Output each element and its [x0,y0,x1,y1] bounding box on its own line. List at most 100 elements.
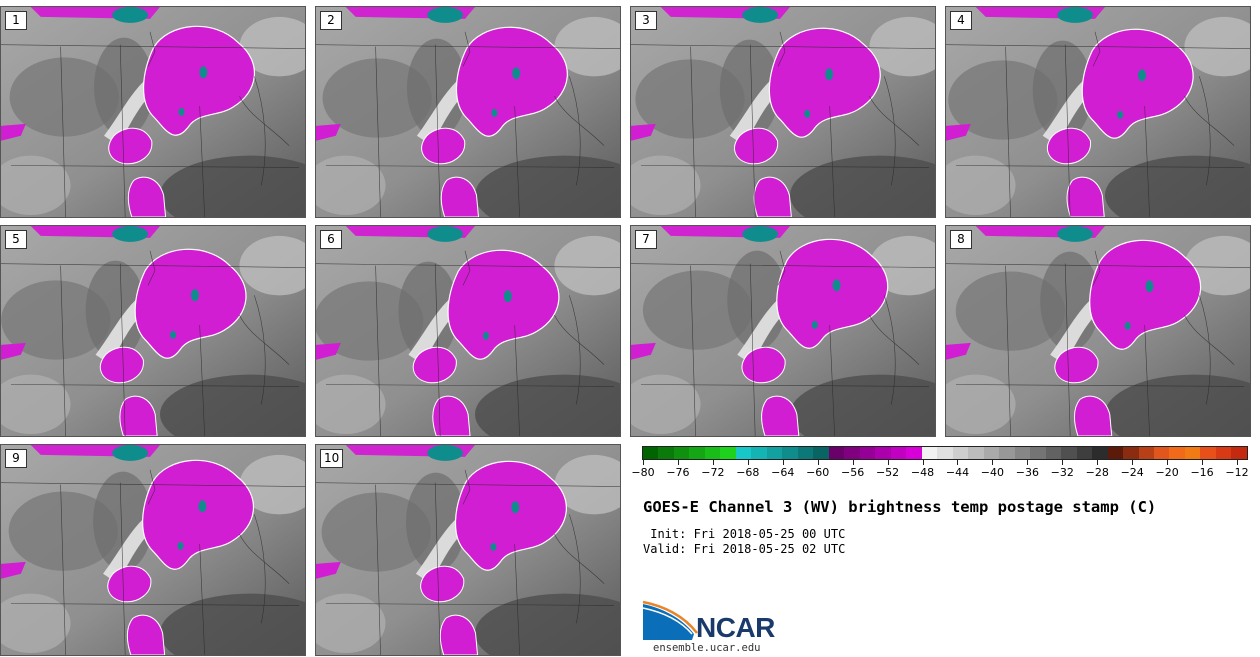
ensemble-member-panel: 8 [945,225,1251,437]
colorbar-swatch [704,447,721,459]
colorbar-tick [1062,460,1064,465]
colorbar-swatch [643,447,659,459]
colorbar-tick [922,460,924,465]
colorbar-swatch [658,447,674,459]
colorbar-swatch [1200,447,1216,459]
colorbar-swatch [890,447,907,459]
colorbar-swatch [1045,447,1062,459]
colorbar-tick [1202,460,1204,465]
member-number-label: 2 [320,11,342,30]
colorbar-tick-label: −64 [771,466,795,479]
colorbar-tick-label: −72 [701,466,725,479]
ensemble-member-panel: 9 [0,444,306,656]
member-number-label: 4 [950,11,972,30]
water-vapor-map [946,226,1250,436]
colorbar-tick-label: −28 [1085,466,1109,479]
colorbar-swatch [782,447,798,459]
member-number-label: 3 [635,11,657,30]
ensemble-member-panel: 1 [0,6,306,218]
colorbar-swatch [797,447,814,459]
colorbar-tick-label: −12 [1225,466,1249,479]
colorbar-tick [677,460,679,465]
colorbar-tick [887,460,889,465]
colorbar-tick-label: −40 [980,466,1005,479]
colorbar-tick [1097,460,1099,465]
colorbar-swatch [1014,447,1031,459]
colorbar-gradient [642,446,1248,460]
colorbar-swatch [1153,447,1170,459]
colorbar-tick [782,460,784,465]
colorbar-tick-label: −52 [875,466,900,479]
colorbar-tick-label: −68 [736,466,760,479]
colorbar-swatch [952,447,969,459]
colorbar-swatch [875,447,891,459]
logo-url: ensemble.ucar.edu [653,642,761,654]
colorbar-swatch [1076,447,1093,459]
water-vapor-map [316,445,620,655]
colorbar-swatch [844,447,860,459]
colorbar-swatch [1092,447,1108,459]
colorbar-swatch [673,447,690,459]
member-number-label: 8 [950,230,972,249]
colorbar-swatch [1030,447,1046,459]
colorbar-swatch [999,447,1015,459]
colorbar-swatch [828,447,845,459]
colorbar-swatch [813,447,829,459]
colorbar-tick [817,460,819,465]
ensemble-member-panel: 7 [630,225,936,437]
colorbar-swatch [720,447,736,459]
member-number-label: 6 [320,230,342,249]
colorbar-tick-label: −56 [841,466,865,479]
ensemble-member-panel: 5 [0,225,306,437]
colorbar-tick-label: −32 [1050,466,1074,479]
water-vapor-map [1,7,305,217]
ncar-logo-icon [642,600,698,640]
colorbar-swatch [983,447,1000,459]
valid-time: Valid: Fri 2018-05-25 02 UTC [643,542,846,556]
water-vapor-map [631,7,935,217]
colorbar-swatch [1138,447,1154,459]
colorbar-swatch [1123,447,1139,459]
ensemble-member-panel: 2 [315,6,621,218]
colorbar-tick-label: −36 [1015,466,1039,479]
colorbar-swatch [1184,447,1201,459]
colorbar-tick [852,460,854,465]
colorbar-swatch [937,447,953,459]
water-vapor-map [1,445,305,655]
colorbar-swatch [751,447,767,459]
ensemble-member-panel: 6 [315,225,621,437]
ensemble-member-panel: 10 [315,444,621,656]
colorbar-swatch [1231,447,1247,459]
member-number-label: 7 [635,230,657,249]
colorbar-swatch [968,447,984,459]
colorbar-swatch [1061,447,1077,459]
water-vapor-map [1,226,305,436]
colorbar-tick [1167,460,1169,465]
colorbar-swatch [1169,447,1185,459]
colorbar-swatch [735,447,752,459]
colorbar-tick-label: −80 [631,466,655,479]
member-number-label: 9 [5,449,27,468]
colorbar-tick [643,460,644,465]
logo-text: NCAR [696,612,775,643]
colorbar-swatch [1107,447,1124,459]
colorbar-swatch [1215,447,1232,459]
colorbar-tick-label: −48 [910,466,935,479]
chart-title: GOES-E Channel 3 (WV) brightness temp po… [643,498,1157,516]
member-number-label: 1 [5,11,27,30]
colorbar-swatch [906,447,922,459]
colorbar-tick-label: −24 [1120,466,1144,479]
colorbar-tick-label: −76 [666,466,690,479]
colorbar-tick-label: −60 [806,466,830,479]
water-vapor-map [631,226,935,436]
init-time: Init: Fri 2018-05-25 00 UTC [643,527,846,541]
colorbar-tick [992,460,994,465]
colorbar-tick-label: −44 [945,466,970,479]
colorbar-tick [1237,460,1238,465]
member-number-label: 10 [320,449,344,468]
colorbar-tick [747,460,749,465]
ensemble-member-panel: 4 [945,6,1251,218]
colorbar-tick-label: −16 [1190,466,1214,479]
ensemble-member-panel: 3 [630,6,936,218]
colorbar-swatch [859,447,876,459]
